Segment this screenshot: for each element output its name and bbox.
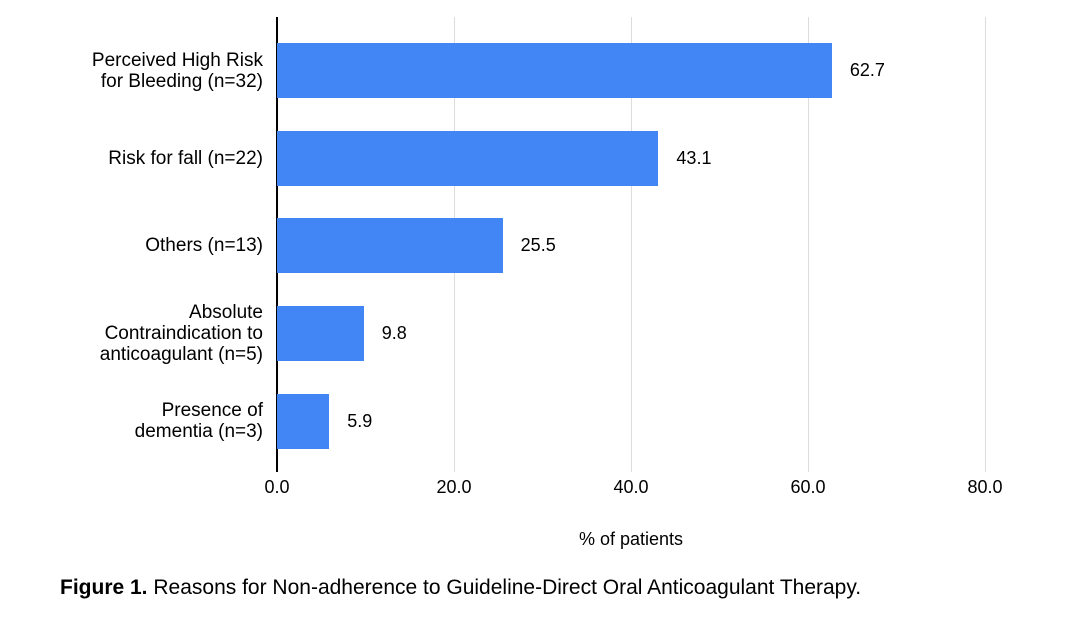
value-label: 43.1 xyxy=(676,147,712,168)
bar-area: 62.7 xyxy=(277,27,985,115)
category-label-line: Absolute xyxy=(189,302,263,324)
category-label-line: Others (n=13) xyxy=(145,235,263,257)
gridline xyxy=(808,17,809,472)
bar xyxy=(277,306,364,362)
bar-area: 25.5 xyxy=(277,202,985,290)
category-label-line: Risk for fall (n=22) xyxy=(108,147,263,169)
category-label-line: Presence of xyxy=(161,400,263,422)
figure-caption-text: Reasons for Non-adherence to Guideline-D… xyxy=(147,576,862,599)
figure-caption: Figure 1. Reasons for Non-adherence to G… xyxy=(60,575,861,600)
chart-row: Absolute Contraindication to anticoagulant… xyxy=(0,290,985,378)
chart-rows: Perceived High Risk for Bleeding (n=32) 62… xyxy=(0,17,985,465)
category-label-line: dementia (n=3) xyxy=(134,421,263,443)
bar-area: 5.9 xyxy=(277,377,985,465)
gridline xyxy=(631,17,632,472)
value-label: 62.7 xyxy=(849,60,885,81)
x-axis-title: % of patients xyxy=(578,529,684,549)
category-label: Perceived High Risk for Bleeding (n=32) xyxy=(0,50,277,92)
x-tick-label: 20.0 xyxy=(436,477,472,497)
category-label: Absolute Contraindication to anticoagulant… xyxy=(0,302,277,365)
category-label: Risk for fall (n=22) xyxy=(0,148,277,169)
category-label-line: for Bleeding (n=32) xyxy=(100,70,263,92)
bar xyxy=(277,130,659,186)
value-label: 5.9 xyxy=(347,410,373,431)
category-label-line: anticoagulant (n=5) xyxy=(99,344,263,366)
bar-area: 43.1 xyxy=(277,115,985,203)
category-label-line: Contraindication to xyxy=(104,323,263,345)
category-label: Presence of dementia (n=3) xyxy=(0,400,277,442)
chart-row: Perceived High Risk for Bleeding (n=32) 62… xyxy=(0,27,985,115)
x-axis-ticks: 0.0 20.0 40.0 60.0 80.0 xyxy=(264,477,1002,499)
x-tick-label: 40.0 xyxy=(613,477,649,497)
category-label: Others (n=13) xyxy=(0,235,277,256)
value-label: 25.5 xyxy=(520,235,556,256)
chart-row: Others (n=13) 25.5 xyxy=(0,202,985,290)
x-tick-label: 0.0 xyxy=(264,477,290,497)
x-tick-label: 60.0 xyxy=(790,477,826,497)
chart-row: Presence of dementia (n=3) 5.9 xyxy=(0,377,985,465)
bar xyxy=(277,43,832,99)
bar xyxy=(277,218,503,274)
figure-caption-label: Figure 1. xyxy=(60,576,148,599)
bar-area: 9.8 xyxy=(277,290,985,378)
gridline xyxy=(985,17,986,472)
x-tick-label: 80.0 xyxy=(967,477,1003,497)
bar xyxy=(277,393,330,449)
value-label: 9.8 xyxy=(381,323,407,344)
chart-row: Risk for fall (n=22) 43.1 xyxy=(0,115,985,203)
category-label-line: Perceived High Risk xyxy=(91,49,263,71)
